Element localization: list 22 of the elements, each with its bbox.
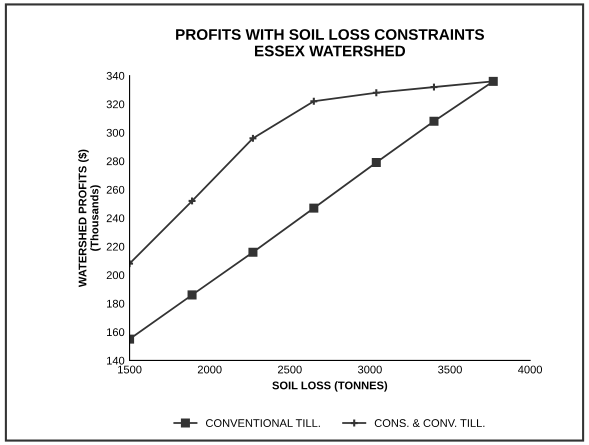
x-tick-label: 2500: [278, 366, 302, 374]
y-tick-label: 160: [107, 328, 124, 336]
x-tick-label: 2000: [198, 366, 222, 374]
x-tick-label: 1500: [118, 366, 142, 374]
y-tick-label: 240: [106, 214, 124, 222]
chart-title: PROFITS WITH SOIL LOSS CONSTRAINTS ESSEX WATERSHED: [176, 29, 484, 56]
x-axis-title: SOIL LOSS (TONNES): [272, 381, 388, 392]
y-axis-title: WATERSHED PROFITS ($) (Thousands): [78, 150, 101, 288]
legend-label: CONS. & CONV. TILL.: [374, 419, 484, 428]
y-tick-label: 140: [107, 356, 124, 365]
y-tick-label: 220: [106, 242, 124, 251]
y-tick-label: 320: [106, 100, 124, 108]
y-tick-label: 340: [106, 72, 124, 80]
y-tick-label: 280: [106, 157, 124, 166]
y-tick-label: 260: [106, 186, 124, 194]
y-tick-label: 200: [106, 271, 124, 280]
y-tick-label: 180: [107, 300, 124, 308]
legend-label: CONVENTIONAL TILL.: [206, 419, 320, 428]
x-tick-label: 3500: [438, 366, 462, 374]
y-tick-label: 300: [106, 128, 124, 137]
x-tick-label: 4000: [518, 366, 542, 374]
x-tick-label: 3000: [358, 366, 382, 374]
